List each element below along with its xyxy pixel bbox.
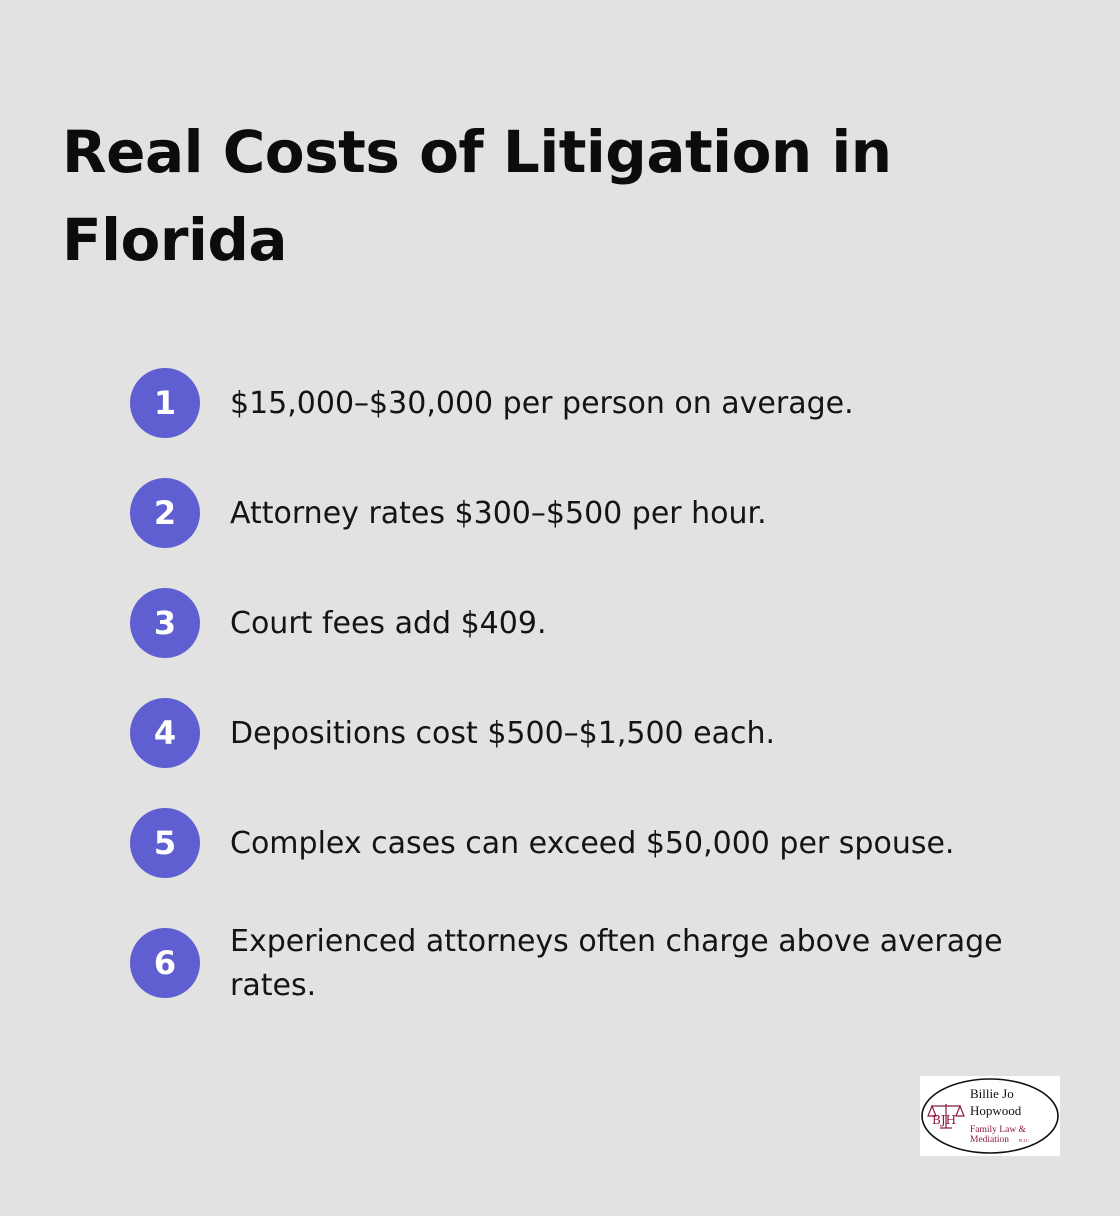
logo-tagline-line1: Family Law & [970, 1125, 1027, 1135]
scales-icon [927, 1104, 965, 1129]
logo-name-line1: Billie Jo [970, 1086, 1014, 1101]
item-text: $15,000–$30,000 per person on average. [230, 386, 854, 421]
logo-graphic: BJH Billie Jo Hopwood Family Law & Media… [921, 1078, 1059, 1154]
list-item: 1 $15,000–$30,000 per person on average. [130, 368, 1030, 440]
number-badge: 3 [130, 588, 200, 658]
list-item: 6 Experienced attorneys often charge abo… [130, 924, 1030, 1003]
number-badge: 6 [130, 928, 200, 998]
item-text: Experienced attorneys often charge above… [230, 924, 1003, 1003]
firm-logo: BJH Billie Jo Hopwood Family Law & Media… [920, 1076, 1060, 1156]
list-item: 4 Depositions cost $500–$1,500 each. [130, 698, 1030, 770]
item-text: Depositions cost $500–$1,500 each. [230, 716, 776, 751]
item-text: Attorney rates $300–$500 per hour. [230, 496, 767, 531]
item-text: Complex cases can exceed $50,000 per spo… [230, 826, 955, 861]
number-badge: 5 [130, 808, 200, 878]
list-item: 5 Complex cases can exceed $50,000 per s… [130, 808, 1030, 880]
list-item: 2 Attorney rates $300–$500 per hour. [130, 478, 1030, 550]
number-badge: 1 [130, 368, 200, 438]
page-title: Real Costs of Litigation in Florida [62, 118, 892, 274]
list-item: 3 Court fees add $409. [130, 588, 1030, 660]
logo-monogram: BJH [932, 1113, 956, 1127]
logo-tagline-line2: Mediation [970, 1135, 1009, 1145]
logo-name-line2: Hopwood [970, 1103, 1022, 1118]
number-badge: 4 [130, 698, 200, 768]
number-badge: 2 [130, 478, 200, 548]
item-text: Court fees add $409. [230, 606, 547, 641]
logo-suffix: PLLC [1019, 1138, 1029, 1143]
